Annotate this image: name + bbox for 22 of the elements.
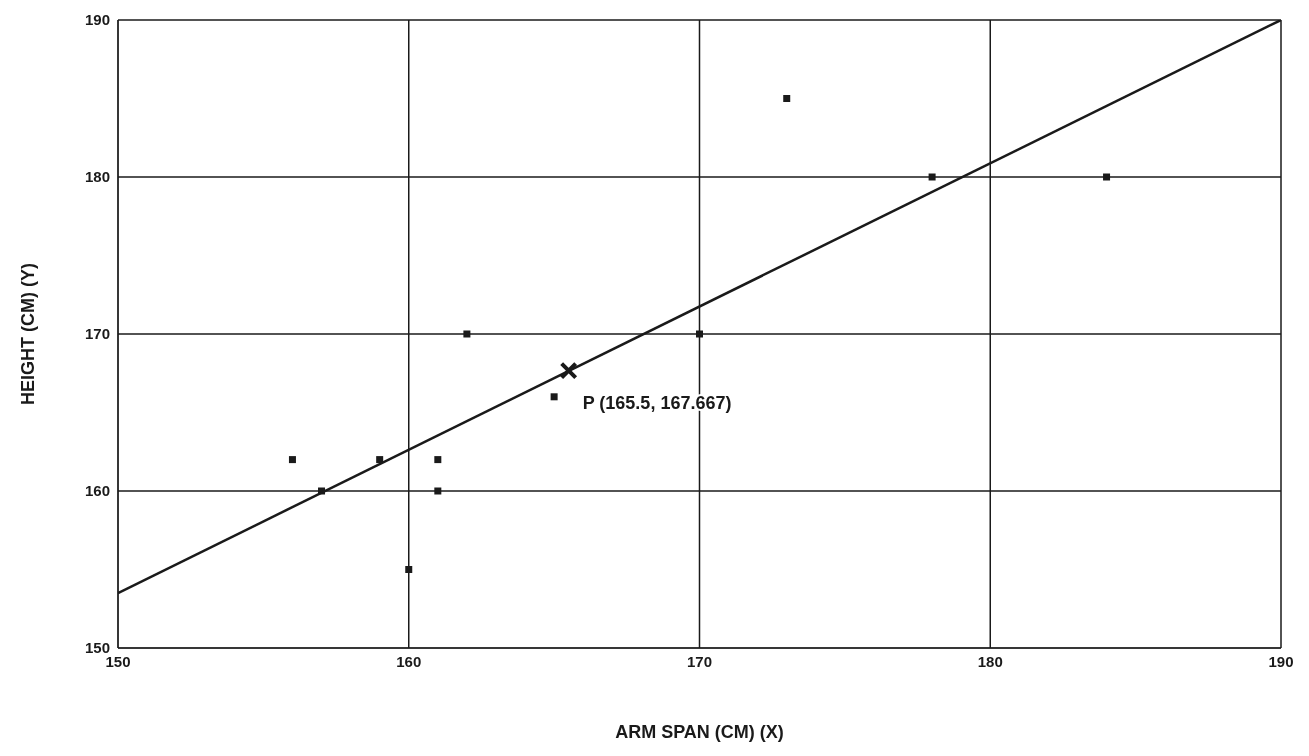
point (559, 361, 578, 380)
point (550, 393, 558, 401)
y-tick-label: 180 (84, 168, 110, 186)
point (434, 487, 442, 495)
point (696, 330, 703, 338)
x-tick-label: 190 (1268, 652, 1294, 670)
point (288, 456, 296, 464)
point (434, 456, 442, 464)
point (463, 330, 471, 338)
point (376, 456, 384, 464)
x-tick-label: 160 (396, 652, 422, 670)
point (928, 173, 936, 181)
point (783, 95, 791, 102)
y-tick-label: 190 (84, 11, 110, 29)
y-axis-title: HEIGHT (CM) (Y) (18, 263, 39, 405)
x-tick-label: 170 (686, 652, 713, 670)
x-axis-title: ARM SPAN (CM) (X) (615, 722, 784, 742)
y-tick-label: 170 (84, 325, 110, 343)
x-tick-label: 180 (977, 652, 1003, 670)
y-tick-label: 160 (84, 482, 110, 500)
point (1103, 173, 1111, 181)
point (405, 566, 413, 573)
